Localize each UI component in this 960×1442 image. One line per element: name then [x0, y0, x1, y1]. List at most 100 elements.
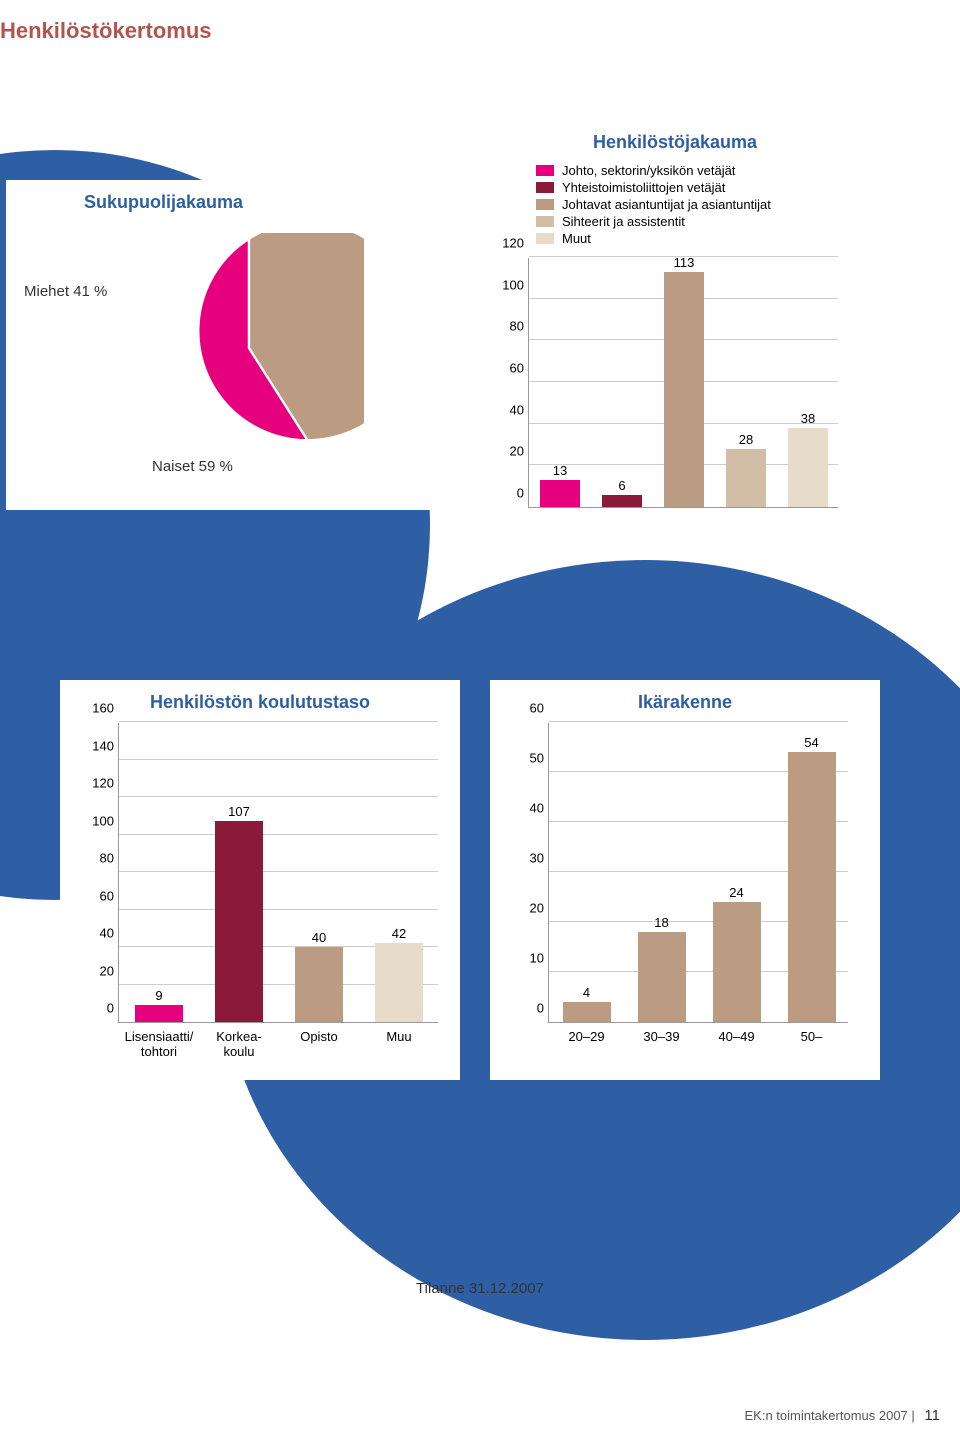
bar-value-label: 18: [654, 915, 668, 930]
legend-label: Johtavat asiantuntijat ja asiantuntijat: [562, 197, 771, 212]
gridline: [119, 834, 438, 835]
age-structure-chart: 0102030405060420–291830–392440–495450–: [508, 723, 862, 1073]
footer-divider: |: [911, 1408, 918, 1423]
bar: [135, 1005, 183, 1022]
y-tick-label: 140: [92, 738, 114, 753]
bar-value-label: 9: [155, 988, 162, 1003]
y-tick-label: 80: [510, 319, 524, 334]
bar-value-label: 38: [801, 411, 815, 426]
education-level-panel: Henkilöstön koulutustaso 0 20 40 60 80 100 120…: [60, 680, 460, 1080]
legend-row: Yhteistoimistoliittojen vetäjät: [536, 180, 862, 195]
bar-value-label: 42: [392, 926, 406, 941]
legend-row: Johto, sektorin/yksikön vetäjät: [536, 163, 862, 178]
chart-plot: 420–291830–392440–495450–: [548, 723, 848, 1023]
y-tick-label: 60: [530, 701, 544, 716]
bar: [726, 449, 766, 507]
y-tick-label: 20: [510, 444, 524, 459]
x-tick-label: Korkea- koulu: [216, 1029, 262, 1059]
page-title: Henkilöstökertomus: [0, 18, 212, 44]
age-structure-panel: Ikärakenne 0 10 20 30 40 50 60 4 20–29 18 30–39 24 4…: [490, 680, 880, 1080]
bar: [788, 428, 828, 507]
gridline: [119, 759, 438, 760]
staff-distribution-legend: Johto, sektorin/yksikön vetäjät Yhteistoi…: [536, 163, 862, 246]
legend-row: Muut: [536, 231, 862, 246]
bar: [788, 752, 836, 1022]
y-tick-label: 120: [92, 776, 114, 791]
y-tick-label: 160: [92, 701, 114, 716]
y-tick-label: 20: [100, 963, 114, 978]
y-tick-label: 60: [100, 888, 114, 903]
chart-plot: 9Lisensiaatti/ tohtori107Korkea- koulu40…: [118, 723, 438, 1023]
footer-page-number: 11: [924, 1407, 940, 1424]
y-tick-label: 20: [530, 901, 544, 916]
bar-value-label: 6: [618, 478, 625, 493]
gender-pie-chart: Miehet 41 % Naiset 59 %: [24, 223, 418, 503]
legend-label: Johto, sektorin/yksikön vetäjät: [562, 163, 735, 178]
staff-distribution-panel: Henkilöstöjakauma Johto, sektorin/yksikö…: [470, 120, 880, 550]
bar: [295, 947, 343, 1022]
pie-label-women: Naiset 59 %: [152, 458, 233, 475]
x-tick-label: Muu: [386, 1029, 411, 1044]
legend-swatch: [536, 216, 554, 227]
gridline: [549, 721, 848, 722]
legend-label: Muut: [562, 231, 591, 246]
bar-value-label: 28: [739, 432, 753, 447]
legend-swatch: [536, 233, 554, 244]
gender-pie-title: Sukupuolijakauma: [84, 192, 418, 213]
bar: [638, 932, 686, 1022]
y-tick-label: 40: [530, 801, 544, 816]
footer-date: Tilanne 31.12.2007: [0, 1280, 960, 1297]
bar: [375, 943, 423, 1022]
gridline: [119, 796, 438, 797]
bar-value-label: 113: [674, 255, 695, 270]
bar: [215, 821, 263, 1022]
gridline: [119, 721, 438, 722]
footer-source-text: EK:n toimintakertomus 2007: [744, 1408, 907, 1423]
education-level-title: Henkilöstön koulutustaso: [78, 692, 442, 713]
x-tick-label: 30–39: [643, 1029, 679, 1044]
legend-swatch: [536, 182, 554, 193]
bar-value-label: 40: [312, 930, 326, 945]
bar-value-label: 4: [583, 985, 590, 1000]
y-tick-label: 40: [100, 926, 114, 941]
bar: [713, 902, 761, 1022]
y-tick-label: 60: [510, 361, 524, 376]
y-tick-label: 80: [100, 851, 114, 866]
y-tick-label: 0: [517, 486, 524, 501]
bar-value-label: 13: [553, 463, 567, 478]
pie-label-men: Miehet 41 %: [24, 283, 107, 300]
x-tick-label: Lisensiaatti/ tohtori: [125, 1029, 194, 1059]
gridline: [119, 871, 438, 872]
y-tick-label: 30: [530, 851, 544, 866]
bar: [563, 1002, 611, 1022]
y-tick-label: 0: [537, 1001, 544, 1016]
y-tick-label: 0: [107, 1001, 114, 1016]
age-structure-title: Ikärakenne: [508, 692, 862, 713]
gender-pie-panel: Sukupuolijakauma Miehet 41 % Naiset 59 %: [6, 180, 436, 510]
legend-row: Sihteerit ja assistentit: [536, 214, 862, 229]
y-tick-label: 50: [530, 751, 544, 766]
bar: [602, 495, 642, 508]
x-tick-label: 40–49: [718, 1029, 754, 1044]
x-tick-label: Opisto: [300, 1029, 338, 1044]
staff-distribution-chart: 0204060801001201361132838: [488, 258, 862, 558]
bar: [664, 272, 704, 507]
x-tick-label: 20–29: [568, 1029, 604, 1044]
legend-label: Yhteistoimistoliittojen vetäjät: [562, 180, 725, 195]
gridline: [119, 909, 438, 910]
legend-swatch: [536, 165, 554, 176]
x-tick-label: 50–: [801, 1029, 823, 1044]
y-tick-label: 40: [510, 402, 524, 417]
y-tick-label: 120: [502, 236, 524, 251]
bar-value-label: 54: [804, 735, 818, 750]
y-tick-label: 10: [530, 951, 544, 966]
education-level-chart: 0204060801001201401609Lisensiaatti/ toht…: [78, 723, 442, 1073]
bar-value-label: 24: [729, 885, 743, 900]
bar: [540, 480, 580, 507]
legend-swatch: [536, 199, 554, 210]
bar-value-label: 107: [228, 804, 250, 819]
legend-label: Sihteerit ja assistentit: [562, 214, 685, 229]
y-tick-label: 100: [92, 813, 114, 828]
footer-source: EK:n toimintakertomus 2007 | 11: [744, 1407, 940, 1424]
legend-row: Johtavat asiantuntijat ja asiantuntijat: [536, 197, 862, 212]
